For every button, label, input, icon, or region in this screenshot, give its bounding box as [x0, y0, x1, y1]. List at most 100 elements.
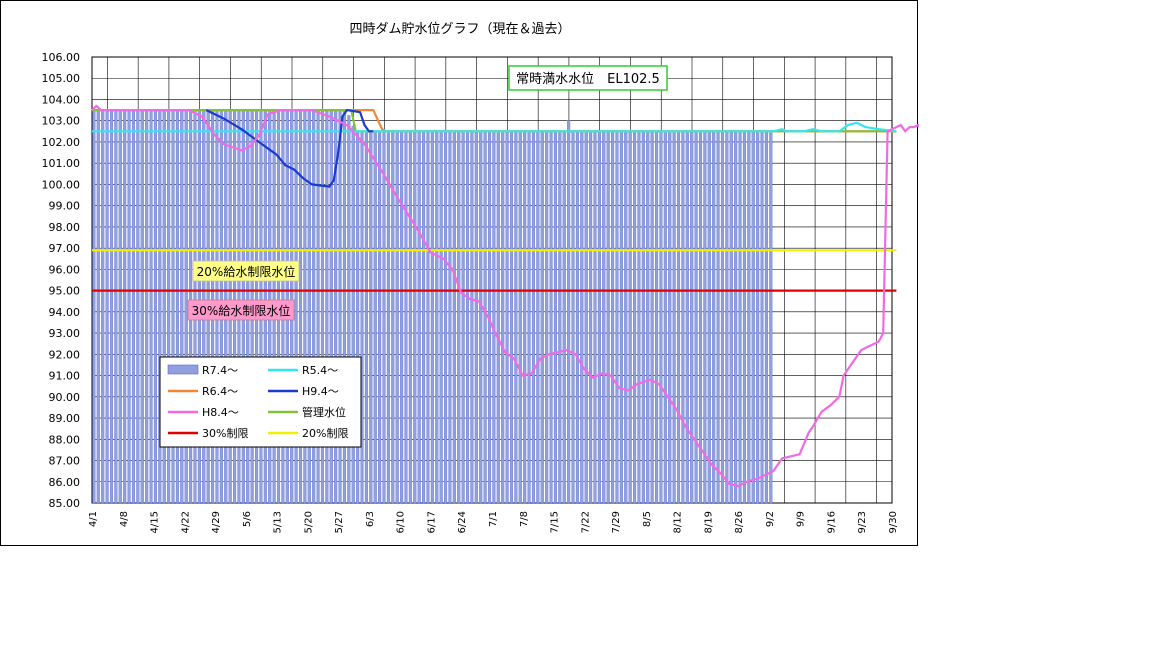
bar — [408, 131, 412, 504]
x-tick-label: 4/22 — [180, 511, 191, 533]
bar — [690, 131, 694, 504]
y-tick-label: 98.00 — [49, 221, 81, 234]
bar — [624, 131, 628, 504]
bar — [479, 131, 483, 504]
bar — [751, 131, 755, 504]
y-tick-label: 94.00 — [49, 306, 81, 319]
limit20-box — [192, 260, 300, 282]
bar — [422, 131, 426, 504]
y-tick-label: 103.00 — [42, 115, 81, 128]
limit20-label: 20%給水制限水位 — [197, 264, 296, 279]
bar — [523, 131, 527, 504]
legend-label: H8.4～ — [202, 406, 239, 419]
y-tick-label: 95.00 — [49, 285, 81, 298]
y-tick-label: 99.00 — [49, 200, 81, 213]
bar — [575, 131, 579, 504]
bar — [685, 131, 689, 504]
x-tick-label: 4/1 — [88, 511, 99, 527]
y-tick-label: 102.00 — [42, 136, 81, 149]
bar — [676, 131, 681, 504]
bar — [589, 131, 593, 504]
y-tick-label: 88.00 — [49, 433, 81, 446]
bar — [430, 131, 434, 504]
bar — [672, 131, 676, 504]
bar — [378, 131, 382, 504]
bar — [386, 131, 390, 504]
series-line-R5.4～ — [92, 121, 897, 133]
legend-label: 管理水位 — [302, 405, 346, 419]
x-tick-label: 8/26 — [734, 511, 745, 533]
y-tick-label: 86.00 — [49, 476, 81, 489]
bar — [369, 131, 373, 504]
y-tick-label: 100.00 — [42, 178, 81, 191]
bar — [747, 131, 751, 504]
bar — [694, 131, 698, 504]
bar — [439, 131, 443, 504]
x-tick-label: 7/29 — [611, 511, 622, 533]
bar — [496, 131, 500, 504]
bar — [505, 131, 509, 504]
x-tick-label: 8/19 — [703, 511, 714, 533]
bar — [136, 109, 140, 504]
bar — [483, 131, 487, 504]
bar — [382, 131, 386, 504]
bar — [114, 109, 118, 504]
legend-label: H9.4～ — [302, 385, 339, 398]
bar — [611, 131, 615, 504]
bar — [109, 109, 114, 504]
bar — [738, 131, 742, 504]
axes: 85.00 86.00 87.00 88.00 89.00 90.00 91.00 92.00… — [42, 51, 900, 533]
x-tick-label: 4/29 — [211, 511, 222, 533]
bar — [654, 131, 659, 504]
y-tick-label: 93.00 — [49, 327, 81, 340]
bar — [742, 131, 746, 504]
y-tick-label: 97.00 — [49, 242, 81, 255]
bar — [712, 131, 716, 504]
x-tick-label: 9/30 — [888, 511, 899, 533]
x-tick-label: 4/8 — [119, 511, 130, 527]
line-series — [91, 104, 919, 488]
y-tick-label: 89.00 — [49, 412, 81, 425]
x-tick-label: 8/12 — [673, 511, 684, 533]
bar — [553, 131, 557, 504]
bar — [615, 131, 619, 504]
x-tick-label: 7/1 — [488, 511, 499, 527]
bar — [518, 131, 522, 504]
bar — [641, 131, 645, 504]
x-tick-label: 5/13 — [273, 511, 284, 533]
x-tick-label: 9/16 — [826, 511, 837, 533]
bar — [540, 131, 544, 504]
bar — [619, 131, 623, 504]
x-tick-label: 5/27 — [334, 511, 345, 533]
bar — [364, 131, 368, 504]
bar — [92, 109, 96, 504]
x-tick-label: 8/5 — [642, 511, 653, 527]
bar — [716, 131, 720, 504]
bar — [536, 131, 540, 504]
y-tick-label: 106.00 — [42, 51, 81, 64]
bar — [593, 131, 597, 504]
y-tick-label: 91.00 — [49, 370, 81, 383]
bar — [725, 131, 729, 504]
bar — [413, 131, 417, 504]
legend-label: R5.4～ — [302, 364, 338, 377]
bar — [597, 131, 601, 504]
bar — [734, 131, 738, 504]
annotations: 常時満水水位 EL102.5 20%給水制限水位 30%給水制限水位 — [187, 65, 668, 321]
x-tick-label: 5/20 — [303, 511, 314, 533]
series-line-H8.4～ — [91, 104, 919, 488]
bar — [347, 115, 351, 504]
y-tick-label: 101.00 — [42, 157, 81, 170]
bar — [659, 131, 663, 504]
bar — [373, 131, 377, 504]
bar — [96, 109, 100, 504]
bar — [514, 131, 518, 504]
x-tick-label: 7/22 — [580, 511, 591, 533]
bar — [571, 131, 575, 504]
y-tick-label: 87.00 — [49, 455, 81, 468]
bar — [457, 131, 461, 504]
bar — [729, 131, 733, 504]
bar — [509, 131, 514, 504]
chart-svg: 四時ダム貯水位グラフ（現在＆過去） 85.00 86.00 87.00 88.00 89… — [42, 22, 919, 533]
bar — [435, 131, 439, 504]
